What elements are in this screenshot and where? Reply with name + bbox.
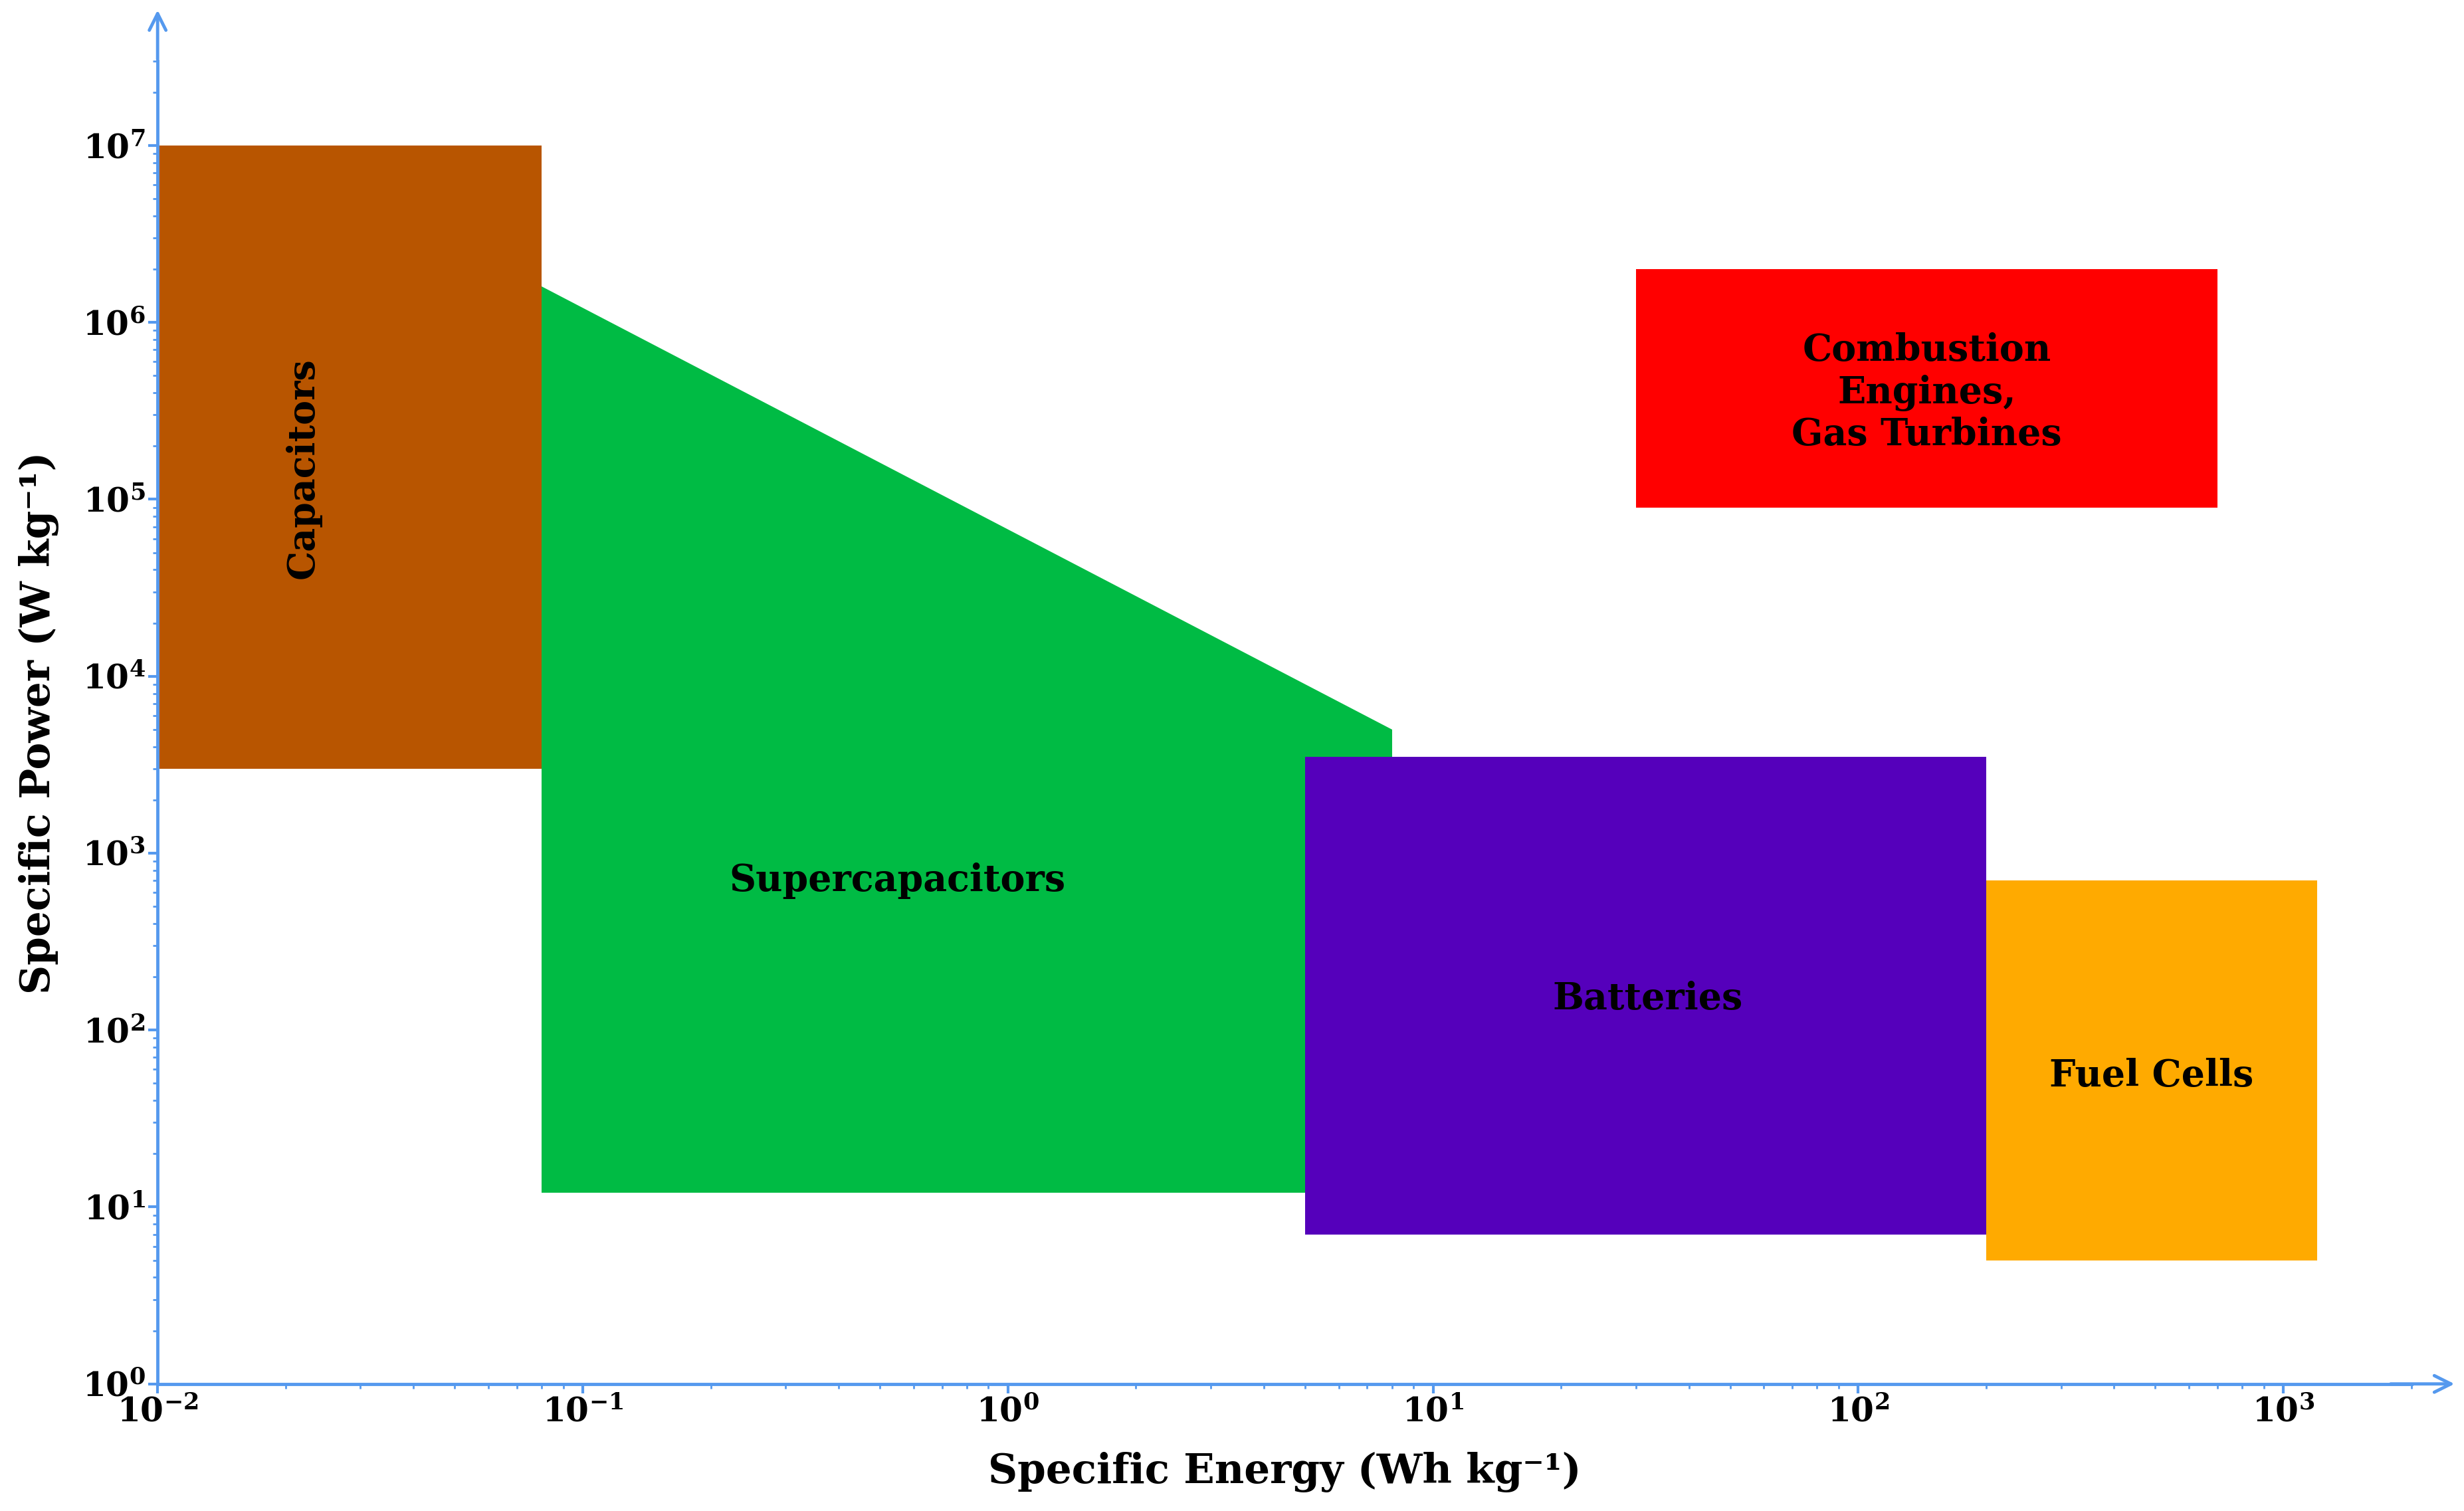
Polygon shape — [542, 286, 1392, 1194]
Text: Supercapacitors: Supercapacitors — [729, 863, 1064, 899]
Polygon shape — [1306, 757, 1986, 1234]
Text: Combustion
Engines,
Gas Turbines: Combustion Engines, Gas Turbines — [1791, 332, 2062, 453]
Polygon shape — [1636, 269, 2218, 508]
Polygon shape — [1986, 881, 2316, 1260]
Text: Fuel Cells: Fuel Cells — [2050, 1058, 2255, 1094]
Y-axis label: Specific Power (W kg⁻¹): Specific Power (W kg⁻¹) — [17, 452, 59, 994]
Polygon shape — [158, 145, 542, 769]
Text: Batteries: Batteries — [1552, 981, 1742, 1017]
X-axis label: Specific Energy (Wh kg⁻¹): Specific Energy (Wh kg⁻¹) — [988, 1452, 1582, 1493]
Text: Capacitors: Capacitors — [286, 358, 320, 579]
